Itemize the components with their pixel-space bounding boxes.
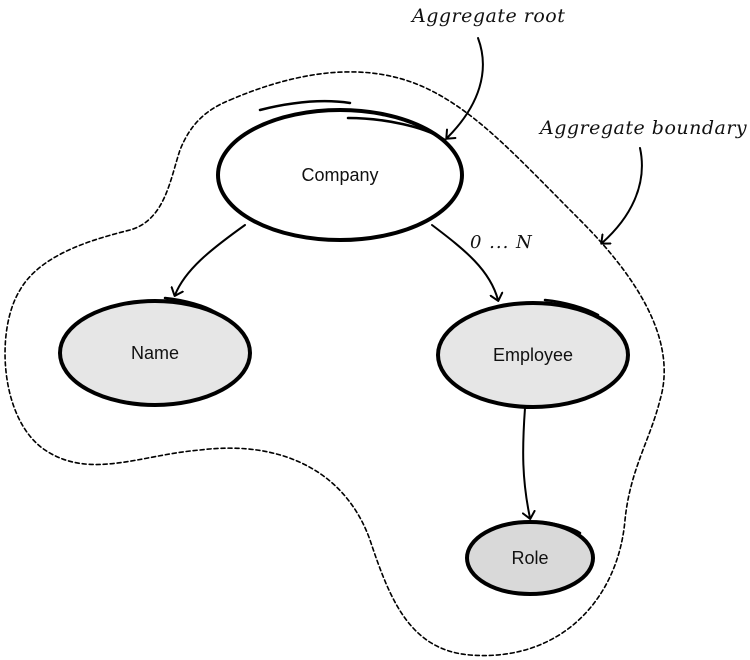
multiplicity-label: 0 ... N (470, 232, 533, 253)
edge-employee-role (521, 407, 536, 520)
name-ellipse (58, 299, 252, 407)
aggregate-root-pointer (445, 37, 484, 140)
aggregate-boundary-label: Aggregate boundary (538, 117, 747, 139)
node-employee: Employee (436, 298, 630, 409)
aggregate-root-label: Aggregate root (410, 5, 565, 27)
role-ellipse (465, 520, 595, 596)
employee-ellipse (436, 301, 630, 409)
company-ellipse (216, 108, 464, 242)
edge-company-name (170, 224, 246, 297)
name-label: Name (131, 343, 179, 363)
node-company: Company (216, 100, 464, 242)
aggregate-boundary-outline (4, 71, 665, 657)
company-label: Company (301, 165, 378, 185)
edge-company-employee (431, 224, 504, 302)
node-name: Name (58, 296, 252, 407)
node-role: Role (465, 520, 595, 596)
employee-label: Employee (493, 345, 573, 365)
role-label: Role (511, 548, 548, 568)
aggregate-boundary-pointer (600, 147, 643, 245)
